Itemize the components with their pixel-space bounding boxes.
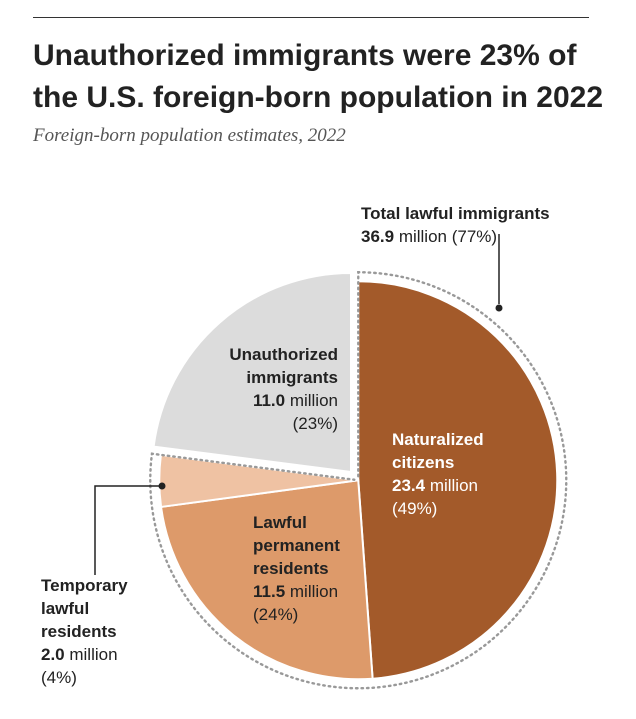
total-lawful-value: 36.9	[361, 227, 395, 246]
permanent-percent: (24%)	[253, 605, 299, 624]
total-lawful-unit: million	[394, 227, 447, 246]
naturalized-name-line1: Naturalized	[392, 430, 484, 449]
permanent-name-line2: permanent	[253, 536, 340, 555]
lawful-group-outline	[149, 271, 568, 690]
temporary-leader-line	[94, 485, 160, 575]
pie-slice-unauthorized	[152, 271, 352, 474]
pie-slice-permanent	[159, 479, 374, 681]
naturalized-unit: million	[425, 476, 478, 495]
chart-title: Unauthorized immigrants were 23% of the …	[33, 39, 604, 114]
permanent-name-line3: residents	[253, 559, 329, 578]
leader-lines	[94, 234, 503, 575]
total-lawful-percent: (77%)	[451, 227, 498, 246]
temporary-name-line1: Temporary	[41, 576, 128, 595]
temporary-leader-dot	[158, 482, 166, 490]
naturalized-percent: (49%)	[392, 499, 438, 518]
label-naturalized: Naturalized citizens 23.4 million (49%)	[392, 428, 484, 520]
label-temporary: Temporary lawful residents 2.0 million (…	[41, 574, 128, 689]
permanent-unit: million	[285, 582, 339, 601]
label-total-lawful: Total lawful immigrants 36.9 million (77…	[361, 202, 550, 248]
total-lawful-leader-dot	[495, 304, 503, 312]
unauthorized-name-line2: immigrants	[246, 368, 338, 387]
label-permanent: Lawful permanent residents 11.5 million …	[253, 511, 340, 626]
naturalized-name-line2: citizens	[392, 453, 455, 472]
temporary-value: 2.0	[41, 645, 65, 664]
chart-subtitle: Foreign-born population estimates, 2022	[33, 125, 346, 146]
naturalized-value: 23.4	[392, 476, 426, 495]
pie-slice-temporary	[158, 453, 359, 509]
unauthorized-name-line1: Unauthorized	[229, 345, 338, 364]
unauthorized-unit: million	[285, 391, 338, 410]
pie-slices	[152, 271, 559, 681]
label-unauthorized: Unauthorized immigrants 11.0 million (23…	[180, 343, 338, 435]
temporary-percent: (4%)	[41, 668, 77, 687]
temporary-name-line2: lawful	[41, 599, 90, 618]
pie-slice-naturalized	[357, 280, 559, 680]
temporary-unit: million	[64, 645, 118, 664]
temporary-name-line3: residents	[41, 622, 117, 641]
permanent-name-line1: Lawful	[253, 513, 307, 532]
total-lawful-name: Total lawful immigrants	[361, 204, 550, 223]
unauthorized-percent: (23%)	[292, 414, 338, 433]
unauthorized-value: 11.0	[252, 391, 286, 410]
permanent-value: 11.5	[253, 582, 286, 601]
top-rule	[33, 17, 589, 18]
